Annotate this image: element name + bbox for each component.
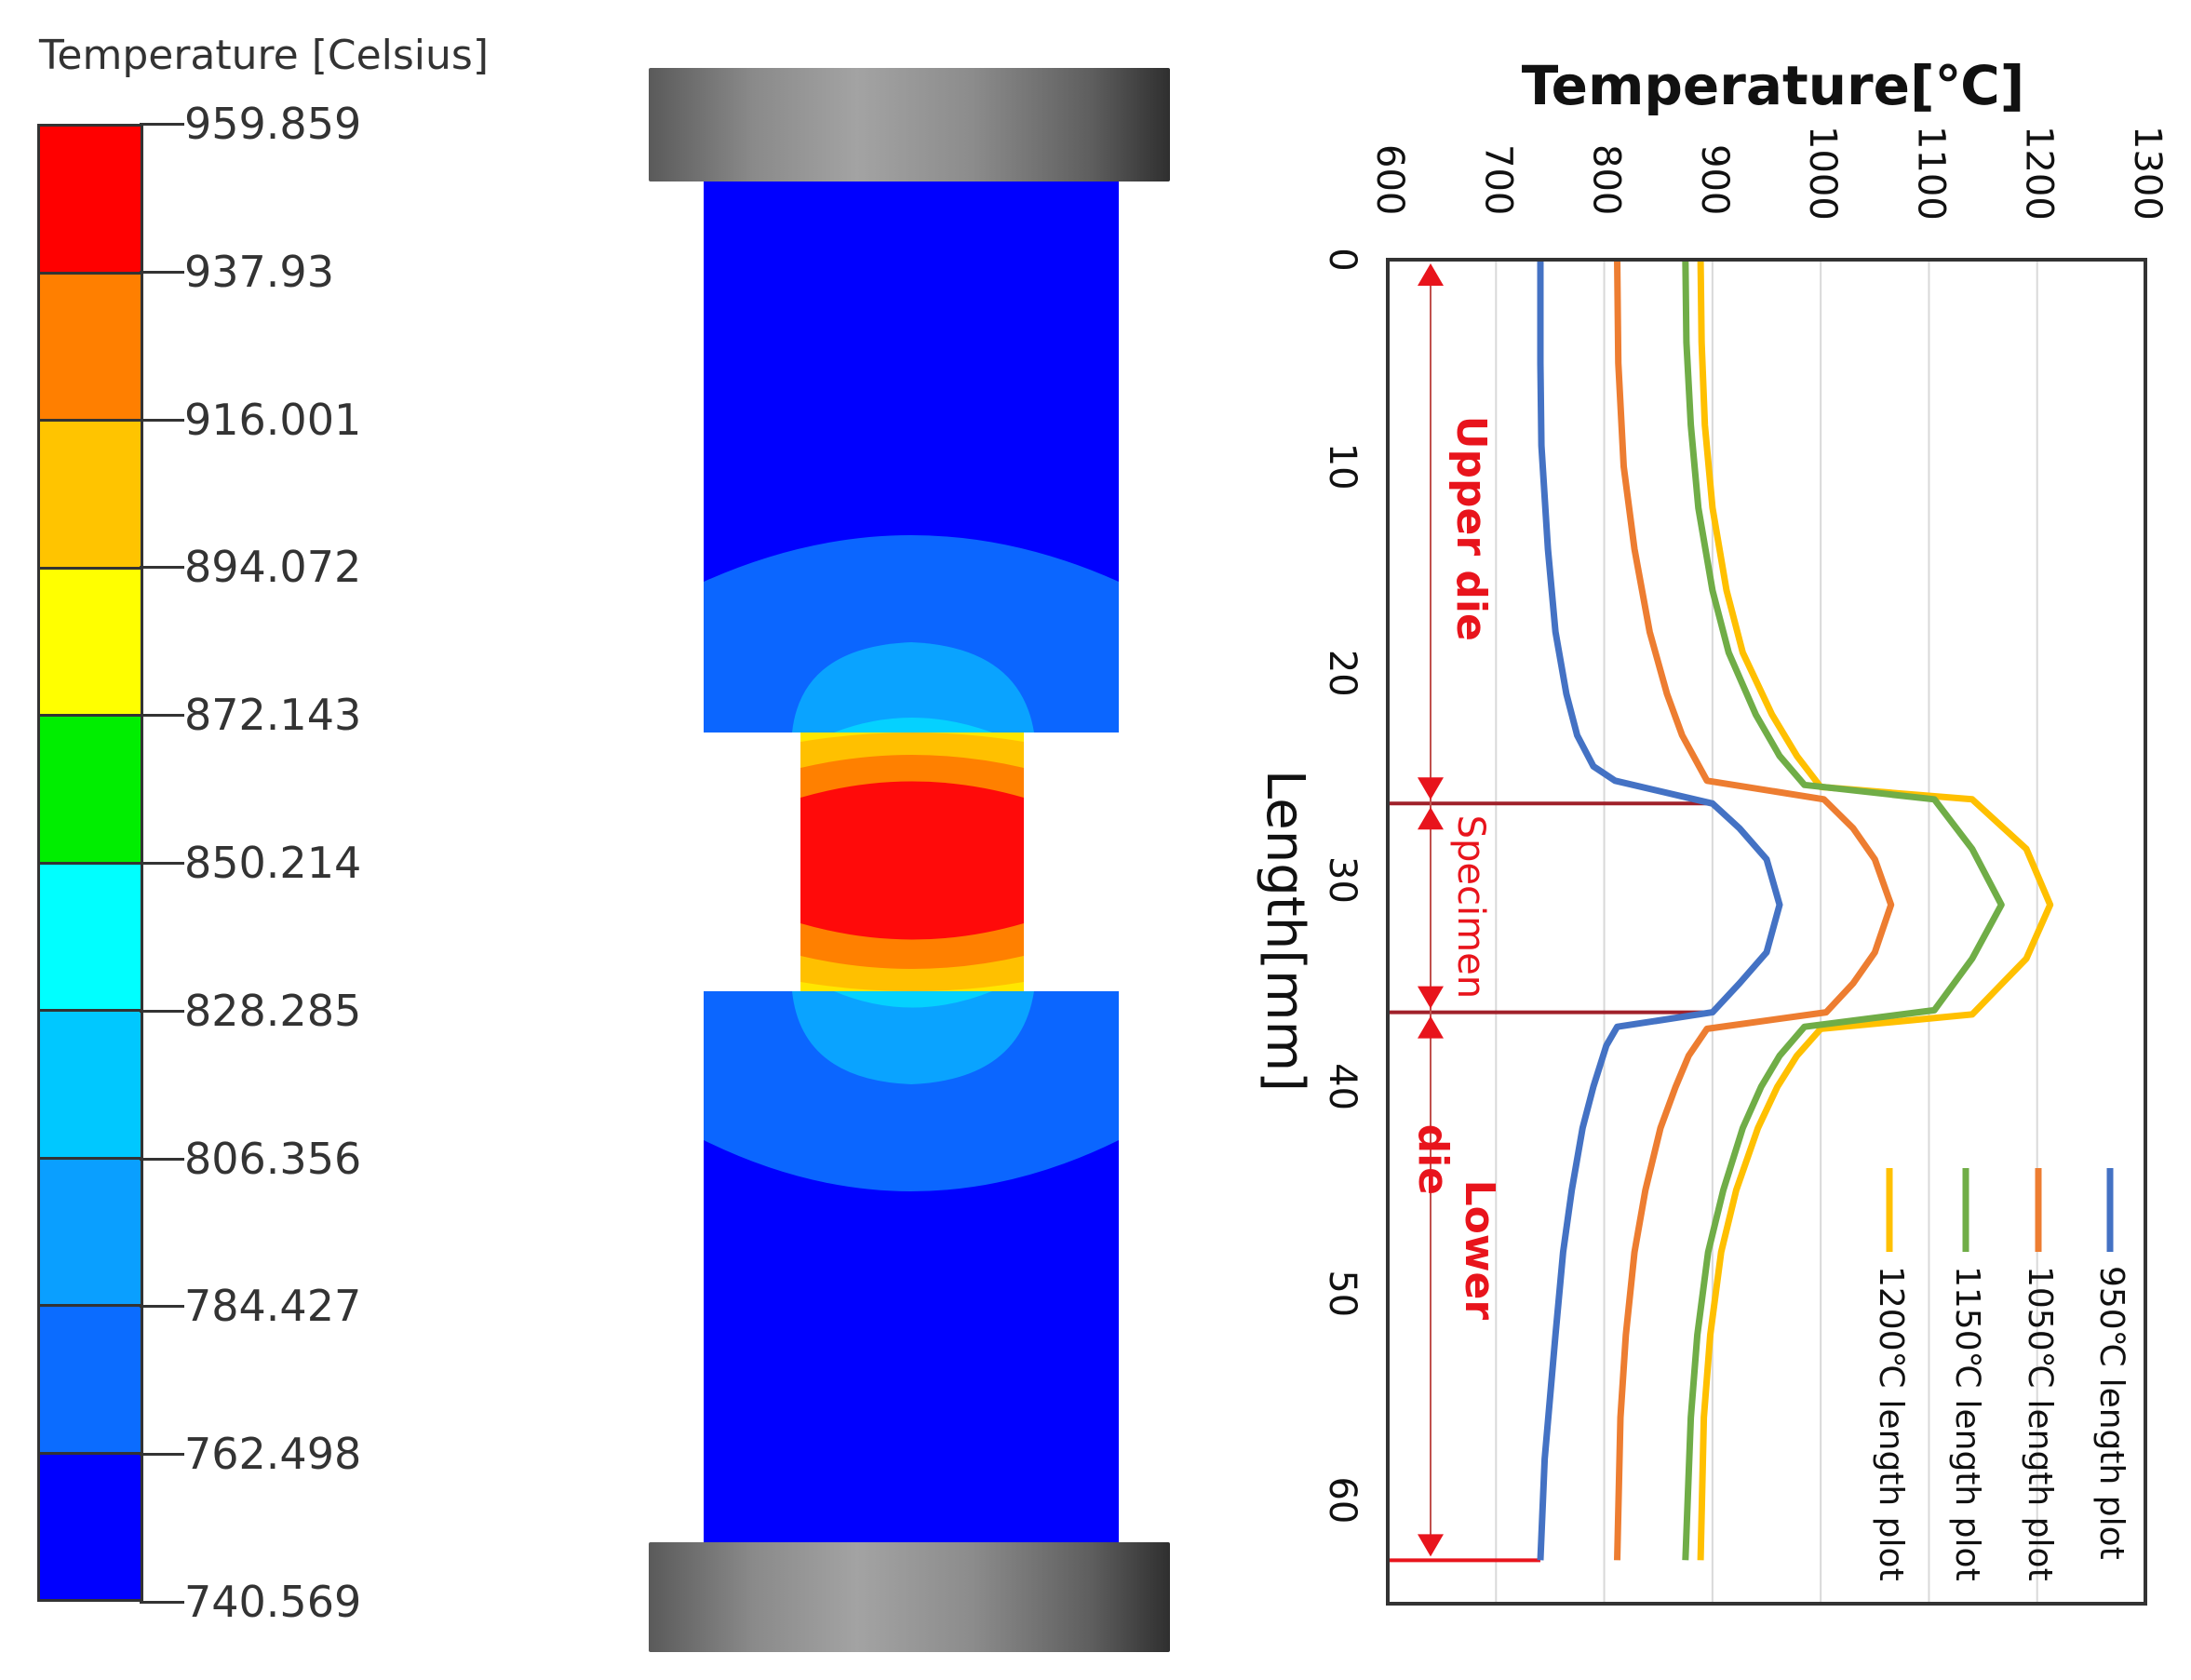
region-annotations: Upper die Specimen Lowerdie — [1388, 258, 1713, 1563]
colorbar-tick — [140, 862, 184, 865]
colorbar-tick — [140, 1305, 184, 1309]
upper-die-body — [704, 181, 1119, 732]
x-tick-label: 1100 — [1909, 126, 1952, 221]
lower-die-contours — [704, 991, 1119, 1191]
annotation-label: Upper die — [1447, 416, 1495, 641]
x-tick-label: 700 — [1476, 144, 1519, 215]
x-tick-label: 900 — [1693, 144, 1736, 215]
colorbar-label: 872.143 — [184, 690, 362, 741]
y-tick-label: 20 — [1321, 650, 1364, 697]
colorbar-tick — [140, 270, 184, 274]
y-tick-label: 60 — [1321, 1476, 1364, 1524]
colorbar-band — [40, 1012, 141, 1160]
colorbar-label: 740.569 — [184, 1577, 362, 1627]
x-tick-label: 1200 — [2018, 126, 2061, 221]
colorbar-band — [40, 864, 141, 1012]
y-tick-label: 10 — [1321, 443, 1364, 491]
x-tick-label: 800 — [1585, 144, 1628, 215]
colorbar-tick — [140, 566, 184, 570]
colorbar-label: 806.356 — [184, 1133, 362, 1184]
colorbar-label: 784.427 — [184, 1281, 362, 1332]
y-axis-label: Length[mm] — [1255, 770, 1315, 1092]
lower-die-body — [704, 991, 1119, 1542]
colorbar-tick — [140, 1157, 184, 1161]
colorbar-tick — [140, 714, 184, 718]
y-tick-label: 50 — [1321, 1270, 1364, 1317]
y-tick-label: 0 — [1321, 248, 1364, 271]
plot-frame — [1386, 258, 2147, 1606]
series-line — [1682, 259, 2005, 1561]
legend-label: 1200℃ length plot — [1872, 1266, 1910, 1581]
specimen — [800, 732, 1024, 991]
series-line — [1537, 260, 1783, 1561]
legend-label: 1050℃ length plot — [2021, 1266, 2059, 1581]
colorbar-tick — [140, 1453, 184, 1457]
upper-die-contours — [704, 535, 1119, 732]
x-axis-ticks: 600 700 800 900 1000 1100 1200 1300 — [1368, 126, 2169, 221]
colorbar-band — [40, 1307, 141, 1455]
colorbar-title: Temperature [Celsius] — [39, 32, 490, 79]
colorbar-band — [40, 717, 141, 865]
colorbar-label: 762.498 — [184, 1429, 362, 1480]
colorbar-tick — [140, 123, 184, 126]
legend-label: 1150℃ length plot — [1948, 1266, 1986, 1581]
upper-die-cap — [649, 68, 1170, 181]
lower-die-cap — [649, 1542, 1170, 1652]
x-tick-label: 1000 — [1801, 126, 1844, 221]
colorbar-band — [40, 127, 141, 275]
y-tick-label: 40 — [1321, 1063, 1364, 1110]
colorbar-band — [40, 569, 141, 717]
y-axis-ticks: 0 10 20 30 40 50 60 — [1321, 248, 1364, 1524]
x-tick-label: 1300 — [2126, 126, 2169, 221]
y-tick-label: 30 — [1321, 856, 1364, 904]
colorbar-band — [40, 422, 141, 570]
annotation-label: Lowerdie — [1409, 1124, 1503, 1321]
colorbar-label: 828.285 — [184, 985, 362, 1036]
series-line — [1697, 259, 2054, 1561]
series-line — [1614, 259, 1895, 1561]
chart-legend: 950℃ length plot 1050℃ length plot 1150℃ l… — [1872, 1168, 2131, 1581]
specimen-contours — [800, 732, 1024, 991]
colorbar — [37, 124, 143, 1602]
colorbar-label: 916.001 — [184, 394, 362, 445]
colorbar-label: 937.93 — [184, 246, 334, 297]
colorbar-tick — [140, 418, 184, 422]
colorbar-tick — [140, 1601, 184, 1604]
annotation-label: Specimen — [1449, 815, 1492, 999]
colorbar-band — [40, 1159, 141, 1307]
colorbar-band — [40, 1454, 141, 1599]
data-series — [1537, 259, 2054, 1561]
colorbar-tick — [140, 1009, 184, 1013]
chart-title: Temperature[℃] — [1522, 54, 2024, 117]
colorbar-label: 959.859 — [184, 99, 362, 149]
colorbar-label: 894.072 — [184, 542, 362, 593]
legend-label: 950℃ length plot — [2092, 1266, 2131, 1560]
x-tick-label: 600 — [1368, 144, 1411, 215]
colorbar-band — [40, 274, 141, 422]
colorbar-label: 850.214 — [184, 838, 362, 888]
